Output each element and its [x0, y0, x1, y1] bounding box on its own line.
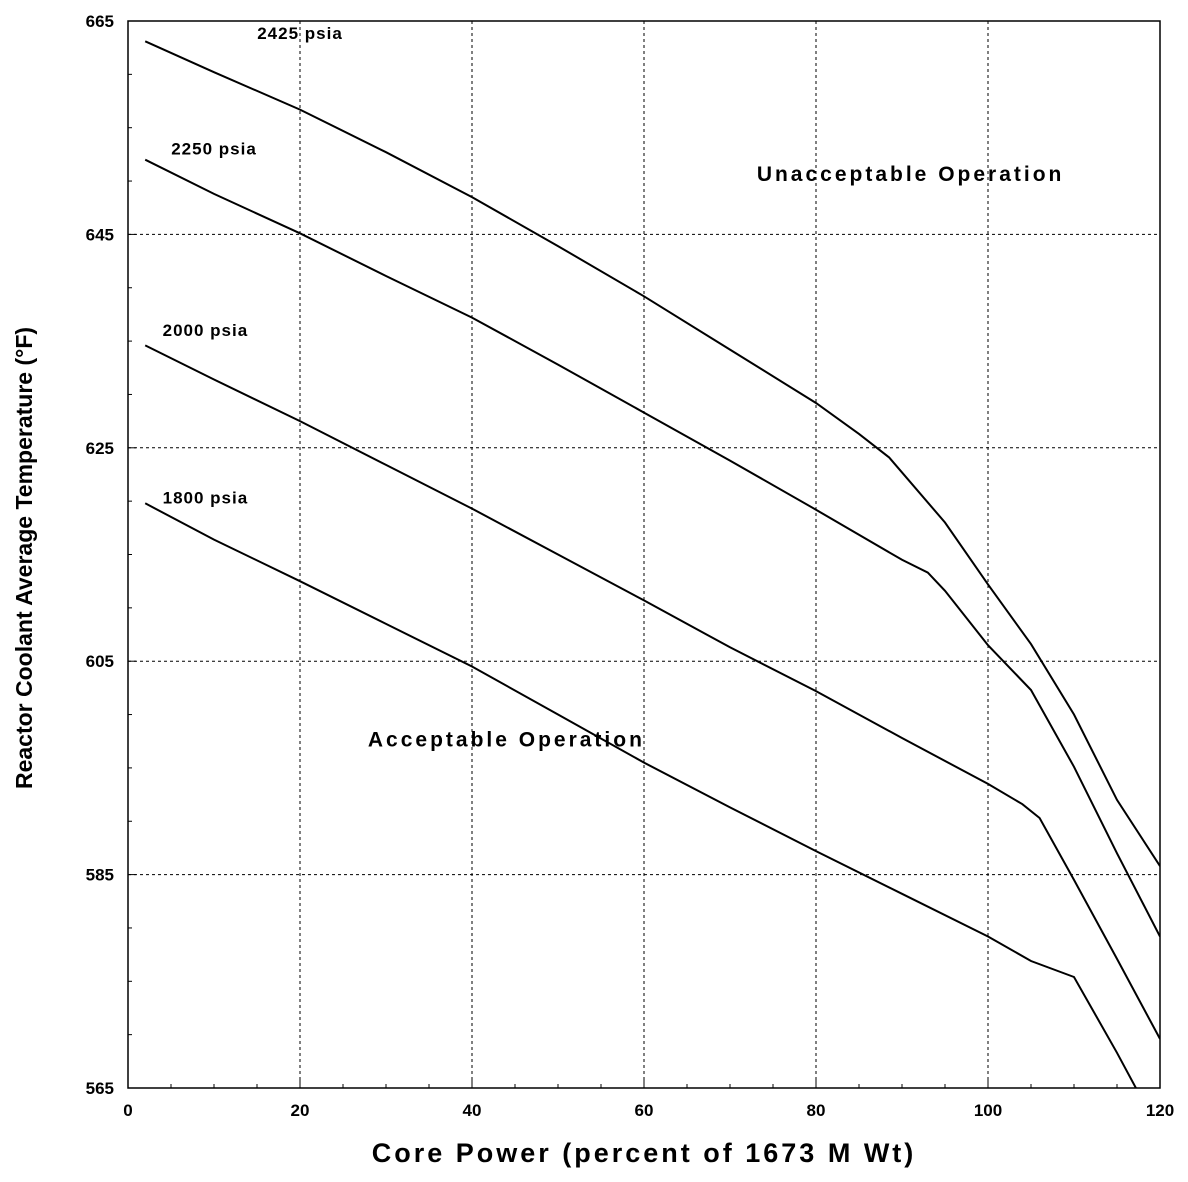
y-tick-label: 605: [86, 652, 114, 671]
y-axis-title: Reactor Coolant Average Temperature (°F): [11, 327, 37, 789]
y-tick-label: 645: [86, 225, 114, 244]
series-label: 2425 psia: [257, 24, 343, 43]
x-tick-label: 80: [807, 1101, 826, 1120]
y-tick-label: 565: [86, 1079, 114, 1098]
x-axis-title: Core Power (percent of 1673 M Wt): [372, 1138, 917, 1168]
y-tick-label: 625: [86, 439, 114, 458]
x-tick-label: 40: [463, 1101, 482, 1120]
y-tick-label: 665: [86, 12, 114, 31]
y-tick-label: 585: [86, 866, 114, 885]
x-tick-label: 20: [291, 1101, 310, 1120]
series-group: [144, 40, 1160, 1088]
grid: [128, 21, 1160, 1088]
x-tick-label: 100: [974, 1101, 1002, 1120]
x-tick-label: 120: [1146, 1101, 1174, 1120]
series-line-1800-psia: [144, 502, 1138, 1088]
region-annotation: Unacceptable Operation: [757, 163, 1065, 186]
x-tick-label: 60: [635, 1101, 654, 1120]
series-line-2250-psia: [144, 158, 1160, 937]
series-line-2000-psia: [144, 344, 1160, 1040]
labels-group: 2425 psia 2250 psia 2000 psia 1800 psia Unac…: [163, 24, 1065, 752]
plot-frame: [127, 20, 1161, 1089]
x-tick-label: 0: [123, 1101, 132, 1120]
series-label: 2000 psia: [163, 321, 249, 340]
series-line-2425-psia: [144, 40, 1160, 867]
series-label: 2250 psia: [171, 139, 257, 158]
region-annotation: Acceptable Operation: [368, 729, 645, 752]
series-label: 1800 psia: [163, 488, 249, 507]
